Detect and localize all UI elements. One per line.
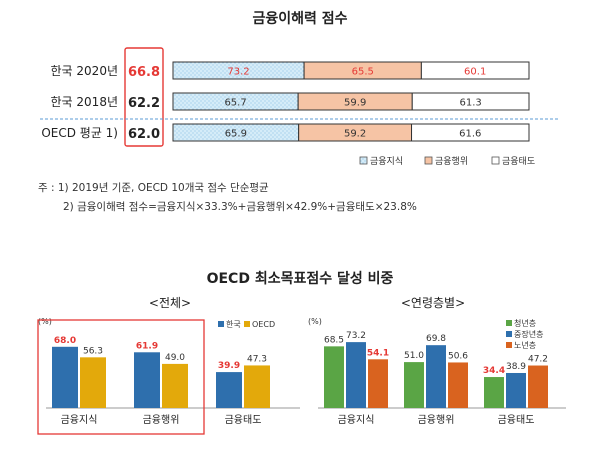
bar: [448, 362, 468, 408]
row-label: 한국 2018년: [51, 95, 118, 109]
stacked-segment: [420, 61, 530, 80]
legend-swatch: [244, 321, 250, 327]
chart2-subtitle: <전체>: [148, 296, 192, 310]
category-label: 금융행위: [143, 413, 180, 426]
row-label: 한국 2020년: [51, 64, 118, 78]
segment-label: 61.3: [459, 98, 481, 109]
legend-swatch: [218, 321, 224, 327]
stacked-segment: [411, 92, 530, 111]
literacy-score-chart: 한국 2020년 66.8 73.2 65.5 60.1 한국 2018년 62.2 65.7…: [40, 47, 560, 167]
legend-label: 청년층: [514, 318, 536, 328]
age-group-achievement-chart: (%)68.5 73.254.1 금융지식 51.069.850.6 금융행위 34.4 3…: [308, 317, 566, 426]
chart1-title: 금융이해력 점수: [252, 11, 348, 27]
legend-label: 노년층: [514, 340, 536, 350]
legend-swatch: [506, 331, 512, 337]
bar-value-label: 69.8: [426, 334, 446, 344]
bar: [134, 352, 160, 408]
legend-swatch: [424, 156, 433, 165]
note-2: 2) 금융이해력 점수=금융지식×33.3%+금융행위×42.9%+금융태도×2…: [63, 201, 417, 213]
category-label: 금융행위: [418, 413, 455, 426]
bar: [528, 365, 548, 408]
legend-label: 금융태도: [502, 156, 535, 167]
segment-label: 65.5: [352, 67, 374, 78]
segment-label: 59.9: [344, 98, 366, 109]
bar-value-label: 73.2: [346, 331, 366, 341]
row-total: 62.0: [128, 127, 160, 142]
bar-value-label: 47.2: [528, 355, 548, 365]
segment-label: 65.7: [224, 98, 246, 109]
bar: [52, 346, 78, 408]
segment-label: 60.1: [464, 67, 486, 78]
category-label: 금융태도: [498, 414, 535, 426]
bar: [484, 377, 504, 408]
unit-label: (%): [308, 317, 322, 326]
bar-value-label: 56.3: [83, 346, 103, 356]
bar-value-label: 49.0: [165, 353, 185, 363]
total-highlight-box: [124, 47, 164, 147]
category-label: 금융태도: [225, 414, 262, 426]
legend-swatch: [359, 156, 368, 165]
bar-value-label: 54.1: [367, 348, 389, 358]
bar: [346, 342, 366, 408]
bar-value-label: 38.9: [506, 362, 526, 372]
bar-value-label: 68.5: [324, 335, 344, 345]
row-total: 62.2: [128, 96, 160, 111]
row-label: OECD 평균 1): [41, 126, 118, 140]
bar: [426, 345, 446, 408]
bar: [244, 365, 270, 408]
legend-label: 한국: [226, 320, 241, 329]
bar: [506, 372, 526, 408]
bar-value-label: 47.3: [247, 354, 267, 364]
category-label: 금융지식: [61, 414, 98, 426]
segment-label: 65.9: [225, 129, 247, 140]
chart3-subtitle: <연령층별>: [400, 296, 466, 310]
stacked-segment: [411, 123, 530, 142]
legend-label: 금융지식: [370, 156, 403, 167]
section2-title: OECD 최소목표점수 달성 비중: [206, 271, 394, 287]
segment-label: 73.2: [227, 67, 249, 78]
bar: [162, 363, 188, 408]
bar-value-label: 51.0: [404, 351, 424, 361]
legend-swatch: [506, 320, 512, 326]
bar-value-label: 50.6: [448, 351, 468, 361]
bar: [324, 346, 344, 408]
bar-value-label: 68.0: [54, 336, 76, 346]
bar-value-label: 39.9: [218, 361, 240, 371]
bar: [404, 362, 424, 408]
legend-swatch: [506, 342, 512, 348]
highlight-box: [37, 319, 205, 435]
bar: [80, 357, 106, 408]
legend-label: 금융행위: [435, 155, 468, 167]
bar-value-label: 34.4: [483, 366, 505, 376]
category-label: 금융지식: [338, 414, 375, 426]
unit-label: (%): [38, 317, 52, 326]
bar: [216, 372, 242, 408]
legend-label: OECD: [252, 320, 275, 329]
bar: [368, 359, 388, 408]
row-total: 66.8: [128, 65, 160, 80]
segment-label: 59.2: [344, 129, 366, 140]
legend-label: 중장년층: [514, 329, 543, 339]
overall-achievement-chart: (%) 68.0 56.3 금융지식 61.9 49.0 금융행위 39.9 47.3 금융태도 한…: [37, 317, 300, 435]
note-1: 주 : 1) 2019년 기준, OECD 10개국 점수 단순평균: [38, 182, 269, 194]
legend-swatch: [491, 156, 500, 165]
bar-value-label: 61.9: [136, 341, 158, 351]
segment-label: 61.6: [459, 129, 481, 140]
